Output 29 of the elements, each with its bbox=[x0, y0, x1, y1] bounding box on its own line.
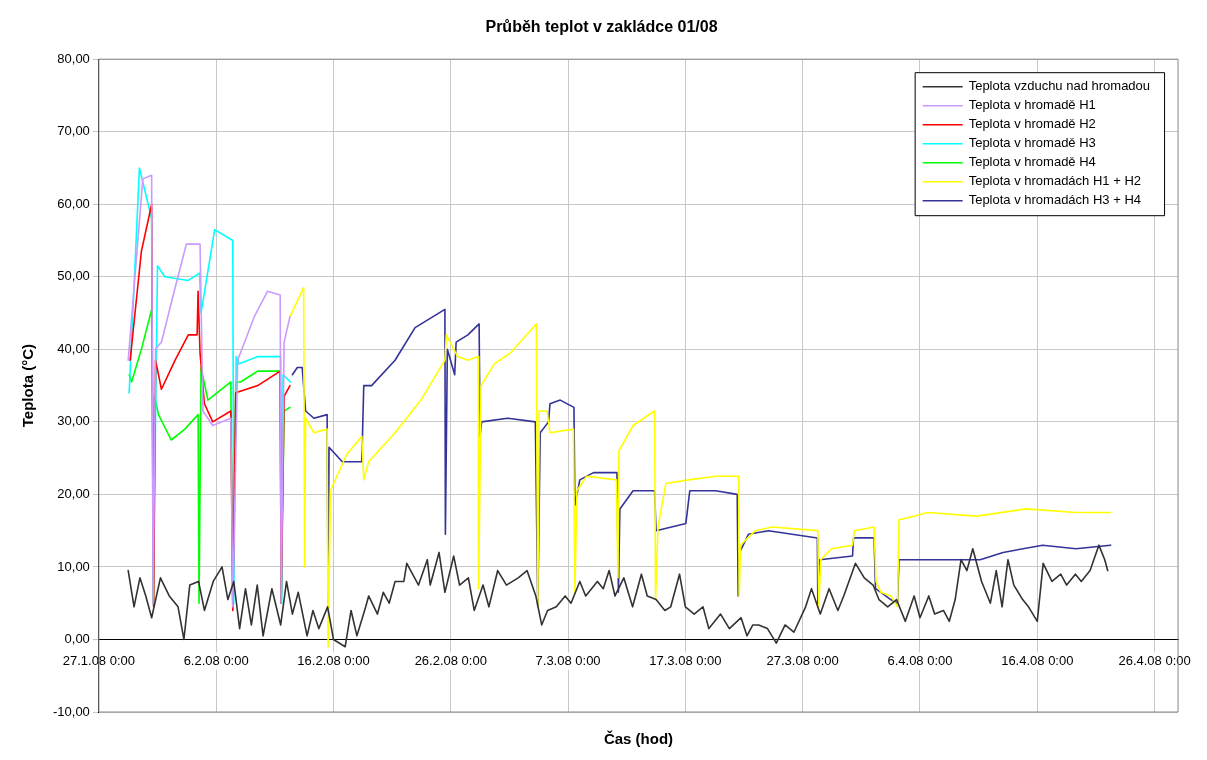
x-tick-label: 26.2.08 0:00 bbox=[414, 652, 487, 668]
x-tick-label: 7.3.08 0:00 bbox=[535, 652, 601, 668]
y-tick-label: 40,00 bbox=[57, 340, 90, 356]
legend-label: Teplota v hromadě H3 bbox=[968, 135, 1096, 151]
y-tick-label: 20,00 bbox=[57, 485, 90, 501]
y-tick-label: -10,00 bbox=[52, 703, 90, 719]
x-tick-label: 6.2.08 0:00 bbox=[183, 652, 249, 668]
y-tick-label: 10,00 bbox=[57, 558, 90, 574]
legend-label: Teplota v hromadě H1 bbox=[968, 97, 1096, 113]
x-axis-title: Čas (hod) bbox=[603, 730, 674, 747]
legend-label: Teplota v hromadách H1 + H2 bbox=[968, 173, 1142, 189]
x-tick-label: 17.3.08 0:00 bbox=[649, 652, 722, 668]
y-tick-label: 0,00 bbox=[64, 631, 90, 647]
y-tick-label: 70,00 bbox=[57, 123, 90, 139]
y-tick-label: 80,00 bbox=[57, 50, 90, 66]
y-tick-label: 50,00 bbox=[57, 268, 90, 284]
x-tick-label: 16.4.08 0:00 bbox=[1001, 652, 1074, 668]
x-tick-label: 16.2.08 0:00 bbox=[297, 652, 370, 668]
x-tick-label: 27.3.08 0:00 bbox=[766, 652, 839, 668]
chart-title: Průběh teplot v zakládce 01/08 bbox=[485, 18, 718, 36]
x-tick-label: 6.4.08 0:00 bbox=[887, 652, 953, 668]
legend-label: Teplota v hromadě H4 bbox=[968, 154, 1096, 170]
legend-label: Teplota v hromadě H2 bbox=[968, 116, 1096, 132]
legend-label: Teplota vzduchu nad hromadou bbox=[968, 78, 1151, 94]
y-tick-label: 30,00 bbox=[57, 413, 90, 429]
y-tick-label: 60,00 bbox=[57, 195, 90, 211]
legend-label: Teplota v hromadách H3 + H4 bbox=[968, 192, 1142, 208]
y-axis-title: Teplota (°C) bbox=[19, 343, 37, 428]
x-tick-label: 26.4.08 0:00 bbox=[1118, 652, 1191, 668]
